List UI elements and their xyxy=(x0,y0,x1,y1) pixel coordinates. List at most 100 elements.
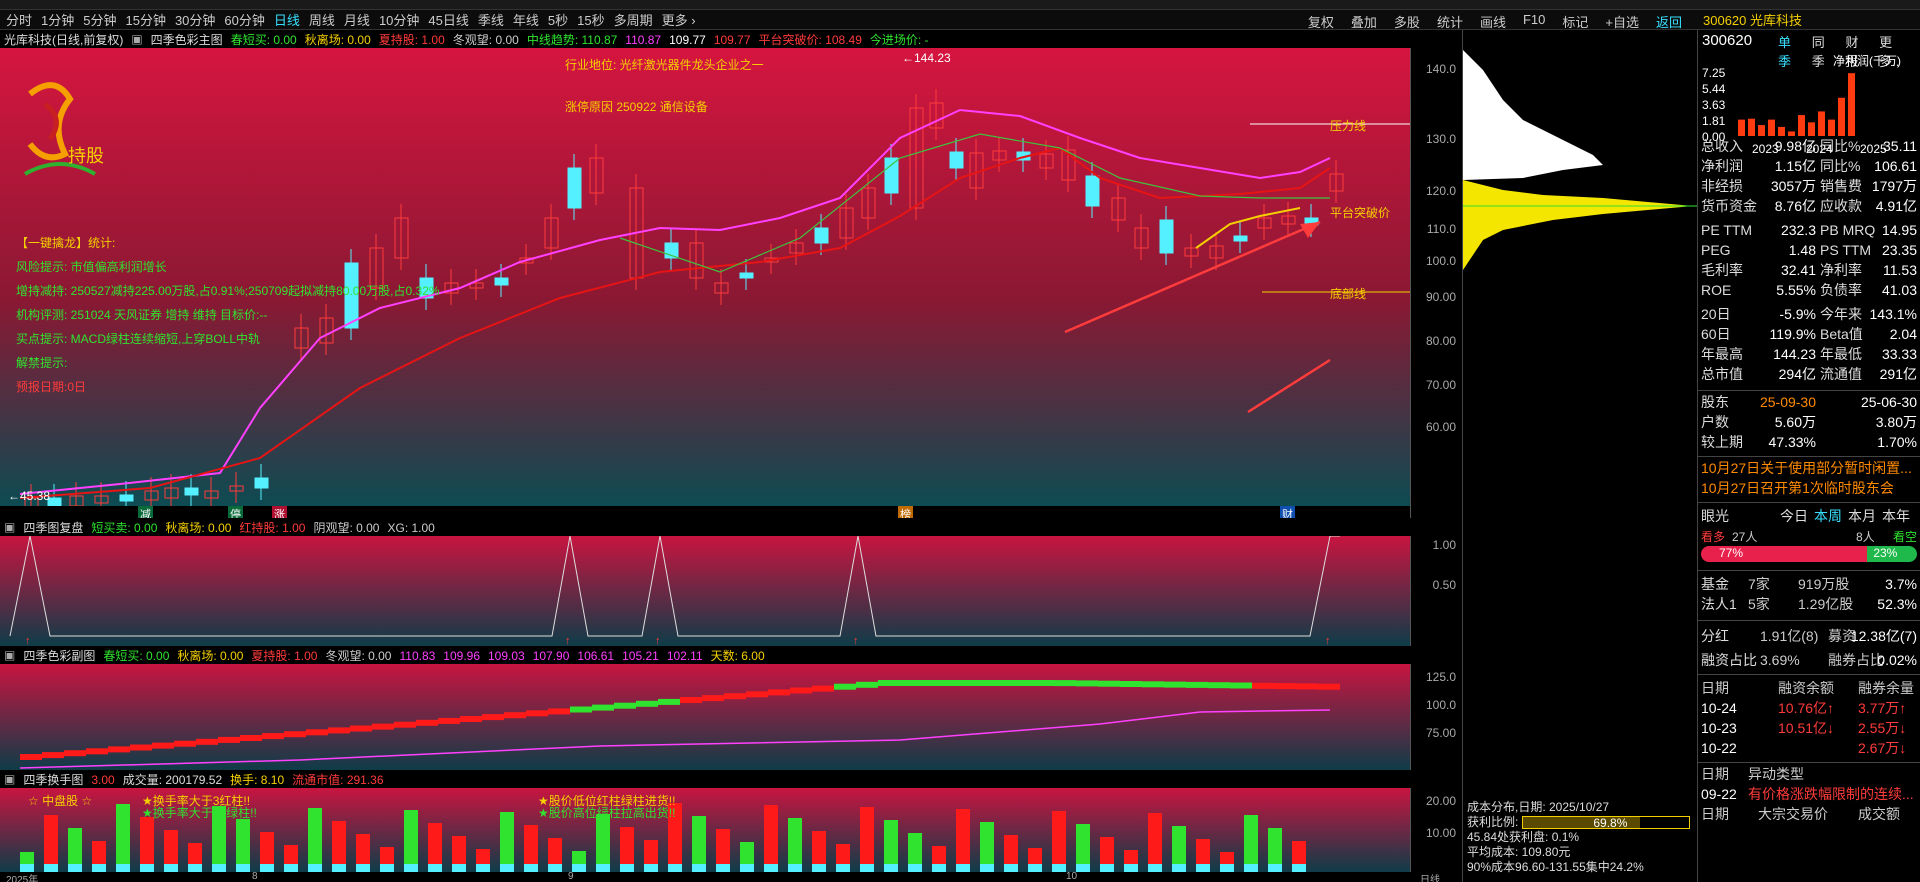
period-4[interactable]: 30分钟 xyxy=(174,13,216,28)
panel4-bar xyxy=(884,820,898,872)
panel4-bar xyxy=(788,818,802,872)
panel3-axis: 125.0 100.0 75.00 xyxy=(1410,664,1462,770)
toolbar-btn-2[interactable]: 多股 xyxy=(1393,15,1420,30)
news-item[interactable]: 10月27日关于使用部分暂时闲置... xyxy=(1698,458,1920,478)
period-13[interactable]: 5秒 xyxy=(547,13,569,28)
fin-tab-2[interactable]: 财报 xyxy=(1845,35,1859,69)
period-15[interactable]: 多周期 xyxy=(613,13,653,28)
ct-items-item-5: 110.87 xyxy=(625,32,662,47)
toolbar-btn-4[interactable]: 画线 xyxy=(1479,15,1506,30)
panel4-bar xyxy=(1076,824,1090,872)
fin-year-1: 2024 xyxy=(1806,142,1833,156)
eye-tab-1[interactable]: 本周 xyxy=(1814,508,1842,524)
news-text[interactable]: 10月27日关于使用部分暂时闲置... xyxy=(1701,460,1912,476)
panel2-name[interactable]: 四季图复盘 xyxy=(23,520,84,535)
toolbar-btn-0[interactable]: 复权 xyxy=(1307,15,1334,30)
period-3[interactable]: 15分钟 xyxy=(125,13,166,28)
candle-body xyxy=(909,107,924,209)
toolbar-btn-6[interactable]: 标记 xyxy=(1562,15,1589,30)
chart-stock-title: 光库科技(日线,前复权) xyxy=(4,32,124,47)
panel3-step-bar xyxy=(1164,681,1186,688)
panel3-step-bar xyxy=(1120,681,1142,687)
panel2-chart[interactable]: ↑ ↑ ↑ ↑ ↑ xyxy=(0,536,1410,646)
period-6[interactable]: 日线 xyxy=(273,13,300,28)
period-8[interactable]: 月线 xyxy=(343,13,370,28)
candle-body xyxy=(144,490,159,501)
panel3-step-bar xyxy=(1142,681,1164,688)
panel4-bar xyxy=(716,829,730,872)
toolbar-btn-8[interactable]: 返回 xyxy=(1655,15,1682,30)
fin-tick-0: 7.25 xyxy=(1702,66,1726,80)
metric-label: PE TTM xyxy=(1701,222,1753,238)
toolbar-btn-3[interactable]: 统计 xyxy=(1436,15,1463,30)
panel4-turnover-chart[interactable] xyxy=(0,788,1410,872)
indicator-icon[interactable]: ▣ xyxy=(131,32,143,46)
panel4-bar xyxy=(68,828,82,872)
main-candlestick-chart[interactable] xyxy=(0,48,1410,506)
chip-distribution-panel[interactable]: 成本分布,日期: 2025/10/27 获利比例: 69.8% 45.84处获利… xyxy=(1462,30,1698,882)
panel3-step-bar xyxy=(1010,680,1032,686)
stock-code-name[interactable]: 300620 光库科技 xyxy=(1703,13,1802,28)
period-2[interactable]: 5分钟 xyxy=(83,13,117,28)
period-10[interactable]: 45日线 xyxy=(428,13,469,28)
low-price-label: ←45.38 xyxy=(8,489,51,503)
date-axis-period[interactable]: 日线 xyxy=(1420,875,1440,882)
period-7[interactable]: 周线 xyxy=(308,13,335,28)
panel4-bar xyxy=(1244,815,1258,872)
panel3-step-bar xyxy=(262,733,284,740)
ct-items-item-0: 春短买: 0.00 xyxy=(230,32,297,47)
news-text[interactable]: 10月27日召开第1次临时股东会 xyxy=(1701,480,1894,496)
panel3-chart[interactable] xyxy=(0,664,1410,770)
toolbar-btn-1[interactable]: 叠加 xyxy=(1350,15,1377,30)
period-14[interactable]: 15秒 xyxy=(577,13,605,28)
period-1[interactable]: 1分钟 xyxy=(41,13,75,28)
stat-line-3: 机构评测: 251024 天风证券 增持 维持 目标价:-- xyxy=(16,308,268,322)
panel3-name[interactable]: 四季色彩副图 xyxy=(23,648,96,663)
panel4-base-bar xyxy=(1268,864,1282,872)
abnormal-cell: 09-22 xyxy=(1701,786,1737,802)
period-11[interactable]: 季线 xyxy=(477,13,504,28)
date-tick-aug: 8 xyxy=(252,872,258,882)
metric-label: 总市值 xyxy=(1701,366,1743,382)
toolbar-btn-5[interactable]: F10 xyxy=(1522,12,1546,27)
panel4-base-bar xyxy=(716,864,730,872)
panel3-step-bar xyxy=(306,729,328,736)
panel2-icon[interactable]: ▣ xyxy=(4,520,16,534)
eye-tab-2[interactable]: 本月 xyxy=(1848,508,1876,524)
main-chart-title: 光库科技(日线,前复权) ▣ 四季色彩主图 春短买: 0.00 秋离场: 0.00… xyxy=(0,30,1410,48)
panel4-base-bar xyxy=(980,864,994,872)
holders-row-label: 较上期 xyxy=(1701,434,1743,450)
bull-bar[interactable]: 77% xyxy=(1701,546,1868,562)
candle-body xyxy=(1039,153,1054,169)
bear-bar[interactable]: 23% xyxy=(1867,546,1917,562)
metric-label: 非经损 xyxy=(1701,178,1743,194)
eye-tab-3[interactable]: 本年 xyxy=(1882,508,1910,524)
ma-magenta-line xyxy=(19,108,1331,495)
indicator-name[interactable]: 四季色彩主图 xyxy=(150,32,223,47)
paxis-tick-7: 70.00 xyxy=(1425,378,1456,392)
period-0[interactable]: 分时 xyxy=(6,13,33,28)
panel4-base-bar xyxy=(500,864,514,872)
fin-tab-3[interactable]: 更多.. xyxy=(1879,35,1900,69)
fin-bar xyxy=(1768,119,1775,136)
chip-white-profile xyxy=(1463,50,1603,180)
candle-body xyxy=(164,487,179,499)
panel4-name[interactable]: 四季换手图 xyxy=(23,772,84,787)
vote-bar[interactable]: 77% 23% xyxy=(1701,546,1917,562)
panel4-bar xyxy=(1148,813,1162,872)
news-item[interactable]: 10月27日召开第1次临时股东会 xyxy=(1698,478,1920,498)
fin-tab-1[interactable]: 同季 xyxy=(1811,35,1825,69)
period-5[interactable]: 60分钟 xyxy=(224,13,265,28)
fin-tick-2: 3.63 xyxy=(1702,98,1726,112)
toolbar-btn-7[interactable]: +自选 xyxy=(1605,15,1639,30)
panel3-icon[interactable]: ▣ xyxy=(4,648,16,662)
period-9[interactable]: 10分钟 xyxy=(378,13,420,28)
eye-tab-0[interactable]: 今日 xyxy=(1780,508,1808,524)
period-16[interactable]: 更多 › xyxy=(661,13,696,28)
panel4-icon[interactable]: ▣ xyxy=(4,772,16,786)
fin-bar-chart[interactable] xyxy=(1738,66,1888,150)
panel3-step-bar xyxy=(680,697,702,703)
fin-tab-0[interactable]: 单季 xyxy=(1778,35,1792,69)
chip-distribution-chart xyxy=(1463,50,1698,270)
period-12[interactable]: 年线 xyxy=(512,13,539,28)
